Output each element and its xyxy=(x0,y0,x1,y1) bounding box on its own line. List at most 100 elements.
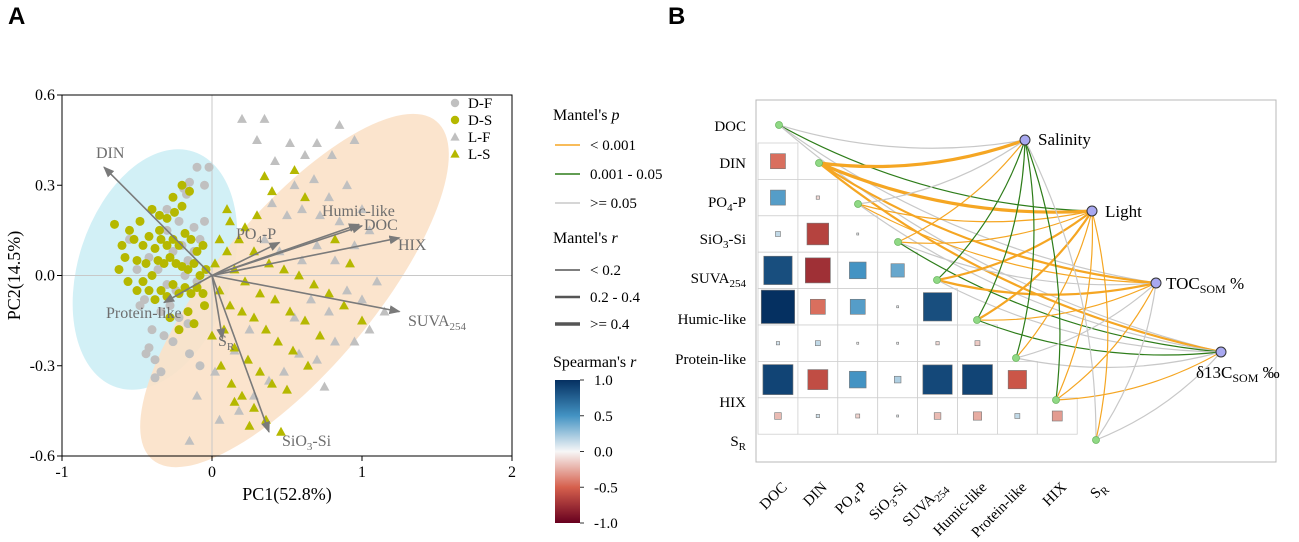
matrix-square xyxy=(855,413,861,419)
point-l-f-24 xyxy=(297,255,307,265)
vector-label-Humic-like: Humic-like xyxy=(322,203,395,220)
mantel-correlogram: DOC DIN PO4-P SiO3-Si SUVA254 Humic-like Prote… xyxy=(675,99,1280,541)
row-label-Protein-like: Protein-like xyxy=(675,352,746,368)
point-l-s-0 xyxy=(289,165,300,175)
legend-marker-l-s xyxy=(450,149,460,158)
point-d-s-31 xyxy=(195,271,205,280)
matrix-square xyxy=(763,255,793,285)
point-l-s-26 xyxy=(261,324,271,334)
point-l-s-32 xyxy=(243,354,253,364)
point-l-s-43 xyxy=(229,396,240,406)
vector-label-HIX: HIX xyxy=(398,237,427,254)
point-d-s-46 xyxy=(198,289,208,299)
scatter-legend: D-FD-SL-FL-S xyxy=(450,96,492,163)
row-label-SUVA254: SUVA254 xyxy=(691,271,747,290)
env-label-3: δ13CSOM ‰ xyxy=(1196,363,1280,385)
point-d-s-1 xyxy=(147,204,157,214)
matrix-square xyxy=(962,364,993,395)
point-l-f-34 xyxy=(364,324,375,334)
point-d-s-50 xyxy=(189,319,199,329)
point-d-s-30 xyxy=(189,258,199,268)
matrix-square xyxy=(896,305,899,309)
vector-HIX xyxy=(211,235,401,277)
column-label-HIX: HIX xyxy=(1040,479,1070,509)
point-d-f-27 xyxy=(150,355,160,365)
vector-label-Protein-like: Protein-like xyxy=(106,305,182,322)
point-d-s-15 xyxy=(180,228,190,238)
network-nodes xyxy=(775,121,1227,444)
matrix-square xyxy=(1014,413,1021,419)
matrix-square xyxy=(1007,370,1027,390)
point-l-f-39 xyxy=(279,366,289,376)
point-l-s-47 xyxy=(222,204,232,214)
vector-SR xyxy=(211,275,226,340)
point-d-f-5 xyxy=(189,222,199,232)
point-l-f-1 xyxy=(259,113,270,123)
y-tick-label: 0.3 xyxy=(35,177,55,194)
point-l-s-21 xyxy=(315,330,325,340)
point-d-f-38 xyxy=(185,349,194,359)
point-l-s-13 xyxy=(339,300,349,310)
legend-marker-d-f xyxy=(450,98,460,108)
point-l-s-14 xyxy=(222,246,232,256)
point-l-f-6 xyxy=(300,150,310,160)
vector-label-DOC: DOC xyxy=(364,217,398,234)
legend-title-mantel-p: Mantel's p xyxy=(553,107,619,124)
x-tick-label: 0 xyxy=(208,464,216,481)
point-l-s-20 xyxy=(300,315,310,325)
row-label-SR: SR xyxy=(730,434,746,453)
point-l-f-8 xyxy=(252,134,262,144)
matrix-square xyxy=(923,292,953,322)
point-l-f-22 xyxy=(330,255,340,265)
point-d-f-13 xyxy=(153,264,163,274)
edge-Humic-like-env3 xyxy=(976,319,1222,356)
point-l-s-2 xyxy=(267,186,277,196)
matrix-square xyxy=(856,232,860,236)
matrix-cell xyxy=(917,324,958,362)
node-SUVA254 xyxy=(933,276,941,284)
point-l-s-25 xyxy=(249,312,259,322)
point-d-s-4 xyxy=(170,207,179,217)
row-labels: DOC DIN PO4-P SiO3-Si SUVA254 Humic-like Prote… xyxy=(675,119,746,453)
matrix-cell xyxy=(797,178,839,217)
point-d-s-8 xyxy=(138,240,148,250)
matrix-square xyxy=(849,261,867,280)
edge-Protein-like-env2 xyxy=(1015,282,1157,359)
colorbar-tick-label: -0.5 xyxy=(594,480,618,496)
edge-DOC-env1 xyxy=(778,124,1093,212)
legend-marker-d-s xyxy=(450,115,460,125)
point-l-f-23 xyxy=(312,240,322,250)
x-tick-label: -1 xyxy=(55,464,68,481)
point-l-s-34 xyxy=(267,378,277,388)
matrix-square xyxy=(775,231,781,237)
point-l-s-4 xyxy=(240,222,250,232)
matrix-square xyxy=(815,414,820,418)
y-tick-label: -0.3 xyxy=(30,358,55,375)
point-d-f-19 xyxy=(156,307,166,317)
matrix-square xyxy=(762,364,794,395)
point-d-f-32 xyxy=(132,264,142,274)
point-d-s-53 xyxy=(168,192,178,202)
env-label-2: TOCSOM % xyxy=(1166,274,1244,296)
legend-label-p3: >= 0.05 xyxy=(590,196,637,212)
point-l-s-42 xyxy=(244,420,255,430)
point-d-f-36 xyxy=(200,180,209,190)
edge-SR-env1 xyxy=(1091,210,1109,441)
vector-label-SiO3-Si: SiO3-Si xyxy=(282,433,332,453)
vector-label-SR: SR xyxy=(218,333,235,353)
column-labels: DOC DIN PO4-PSiO3-SiSUVA254Humic-likeProte… xyxy=(757,479,1112,541)
matrix-square xyxy=(974,340,981,347)
point-d-s-19 xyxy=(117,240,127,250)
point-l-s-12 xyxy=(324,288,334,298)
point-l-s-11 xyxy=(309,279,319,289)
point-d-s-54 xyxy=(110,219,119,229)
matrix-square xyxy=(890,263,905,278)
matrix-square xyxy=(1051,410,1063,422)
point-l-f-48 xyxy=(244,324,255,334)
point-d-s-37 xyxy=(144,286,154,296)
legend-title-mantel-r: Mantel's r xyxy=(553,230,618,247)
colorbar-tick-label: 0.5 xyxy=(594,409,613,425)
vector-label-PO4-P: PO4-P xyxy=(236,226,276,246)
legend-label-l-f: L-F xyxy=(468,130,491,146)
